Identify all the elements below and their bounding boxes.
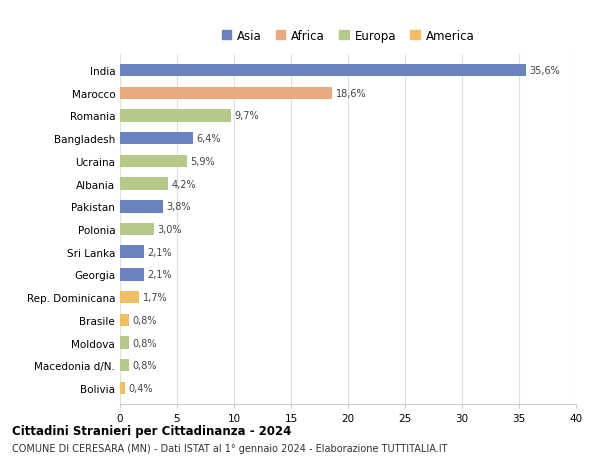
Text: 4,2%: 4,2% — [172, 179, 196, 189]
Bar — [120, 201, 163, 213]
Bar — [120, 359, 129, 372]
Text: 1,7%: 1,7% — [143, 292, 167, 302]
Text: 3,8%: 3,8% — [167, 202, 191, 212]
Bar — [120, 155, 187, 168]
Text: 0,8%: 0,8% — [133, 338, 157, 348]
Bar — [120, 87, 332, 100]
Bar — [120, 314, 129, 326]
Text: 6,4%: 6,4% — [196, 134, 221, 144]
Bar — [120, 291, 139, 304]
Text: Cittadini Stranieri per Cittadinanza - 2024: Cittadini Stranieri per Cittadinanza - 2… — [12, 424, 292, 437]
Bar — [120, 246, 144, 258]
Bar — [120, 336, 129, 349]
Bar — [120, 110, 230, 123]
Bar — [120, 133, 193, 145]
Bar — [120, 382, 125, 394]
Text: 0,8%: 0,8% — [133, 315, 157, 325]
Text: 35,6%: 35,6% — [529, 66, 560, 76]
Text: 9,7%: 9,7% — [234, 111, 259, 121]
Text: 2,1%: 2,1% — [148, 270, 172, 280]
Bar — [120, 65, 526, 77]
Bar — [120, 178, 168, 190]
Text: 0,8%: 0,8% — [133, 360, 157, 370]
Text: COMUNE DI CERESARA (MN) - Dati ISTAT al 1° gennaio 2024 - Elaborazione TUTTITALI: COMUNE DI CERESARA (MN) - Dati ISTAT al … — [12, 443, 448, 453]
Text: 18,6%: 18,6% — [335, 89, 366, 99]
Text: 2,1%: 2,1% — [148, 247, 172, 257]
Text: 5,9%: 5,9% — [191, 157, 215, 167]
Bar — [120, 269, 144, 281]
Legend: Asia, Africa, Europa, America: Asia, Africa, Europa, America — [218, 26, 478, 46]
Bar — [120, 223, 154, 236]
Text: 3,0%: 3,0% — [158, 224, 182, 235]
Text: 0,4%: 0,4% — [128, 383, 152, 393]
